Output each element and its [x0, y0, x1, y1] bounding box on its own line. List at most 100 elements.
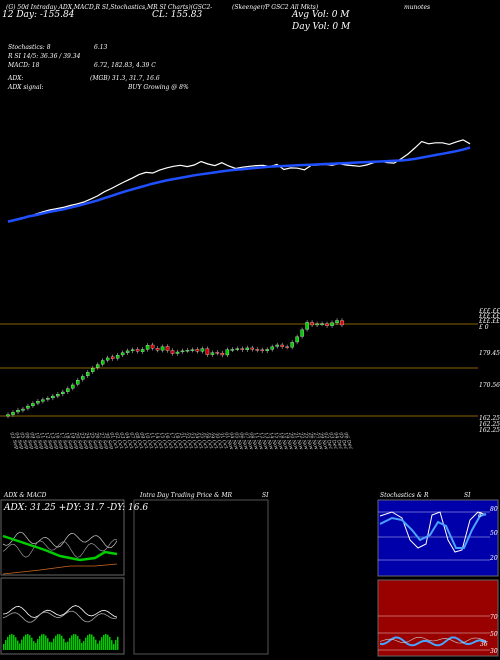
macd-signal-line	[2, 610, 118, 623]
stoch-readout: 8	[478, 512, 482, 519]
macd-histogram-bar	[29, 635, 31, 650]
candle	[76, 379, 80, 385]
candle	[245, 347, 250, 350]
right-top-label-2: £££.££	[479, 313, 500, 320]
candle	[240, 348, 245, 350]
candle	[115, 355, 120, 359]
adx-signal-line	[2, 563, 118, 575]
date-label: 04 Nov	[227, 432, 239, 451]
candle	[140, 349, 145, 352]
date-label: 16 Sep	[53, 432, 65, 451]
date-label: 18 Oct	[173, 432, 185, 451]
mrsi-panel-suffix: SI	[262, 492, 269, 499]
right-top-label-3: £££.££	[479, 318, 500, 325]
candle	[190, 349, 195, 351]
candle	[200, 348, 205, 352]
date-label: 10 Oct	[143, 432, 155, 451]
candle	[260, 349, 264, 352]
stoch-panel-title: Stochastics & R	[380, 492, 429, 499]
macd-histogram-bar	[103, 634, 105, 650]
candle	[36, 401, 40, 404]
price-level-1: £ 0	[479, 324, 489, 331]
rsi-signal-line	[379, 637, 487, 644]
date-label: 13 Nov	[262, 432, 274, 451]
adx-value: (MGB) 31.3, 31.7, 16.6	[90, 75, 160, 82]
candle	[160, 346, 165, 351]
date-label: 09 Oct	[138, 432, 150, 451]
macd-histogram-bar	[101, 637, 103, 650]
candle	[215, 352, 220, 354]
macd-histogram-bar	[113, 643, 115, 650]
candle	[170, 350, 175, 354]
candle	[330, 322, 334, 326]
header-chart-line: (G) 50d Intraday ADX,MACD,R SI,Stochasti…	[6, 4, 213, 11]
header-day-vol: Day Vol: 0 M	[292, 22, 351, 32]
date-label: 15 Oct	[158, 432, 170, 451]
macd-histogram-bar	[51, 642, 53, 650]
macd-histogram-bar	[13, 634, 15, 650]
macd-histogram-bar	[45, 635, 47, 650]
stoch-value: 6.13	[94, 44, 108, 51]
price-level-5: 162.25	[479, 421, 500, 428]
macd-histogram-bar	[65, 642, 67, 650]
date-label: 03 Oct	[118, 432, 130, 451]
date-label: 07 Oct	[128, 432, 140, 451]
candle	[235, 348, 240, 350]
macd-histogram-bar	[37, 639, 39, 650]
date-label: 05 Nov	[232, 432, 244, 451]
candle	[315, 323, 319, 326]
macd-histogram-bar	[9, 634, 11, 650]
date-label: 19 Nov	[282, 432, 294, 451]
candle	[295, 336, 299, 343]
price-level-6: 162.25	[479, 427, 500, 434]
date-label: 16 Oct	[163, 432, 175, 451]
macd-histogram-bar	[61, 635, 63, 650]
candle	[66, 388, 70, 392]
candle	[185, 349, 190, 352]
macd-histogram-bar	[35, 642, 37, 650]
price-level-3: 170.56	[479, 382, 500, 389]
candle	[305, 322, 309, 330]
candle	[6, 414, 10, 417]
macd-histogram-bar	[47, 638, 49, 650]
rsi-tick-50: 50	[490, 631, 498, 638]
adx-panel	[0, 499, 125, 576]
candle	[210, 352, 215, 355]
stoch-d-line	[379, 513, 487, 549]
candle	[150, 344, 155, 349]
macd-histogram-bar	[81, 642, 83, 650]
header-prev-label: (Skeenger/P GSC2 All Mkts)	[232, 4, 319, 11]
date-label: 08 Nov	[247, 432, 259, 451]
date-label: 01 Oct	[108, 432, 120, 451]
candle	[205, 348, 210, 355]
adx-signal-value: BUY Growing @ 8%	[128, 84, 189, 91]
macd-histogram-bar	[71, 635, 73, 650]
candle	[105, 357, 110, 361]
date-label: 12 Nov	[257, 432, 269, 451]
candle	[220, 352, 225, 356]
date-label: 05 Sep	[18, 432, 30, 451]
price-level-4: 162.25	[479, 415, 500, 422]
macd-histogram-bar	[87, 635, 89, 650]
price-line	[7, 139, 471, 223]
candle	[71, 384, 75, 389]
macd-histogram-bar	[19, 643, 21, 650]
candle	[31, 403, 35, 406]
candle	[100, 360, 105, 365]
date-label: 18 Sep	[63, 432, 75, 451]
date-label: 14 Oct	[153, 432, 165, 451]
candle	[265, 349, 269, 352]
price-level-2: 179.45	[479, 350, 500, 357]
candle	[145, 345, 150, 350]
macd-histogram-bar	[27, 634, 29, 650]
date-label: 13 Sep	[48, 432, 60, 451]
stoch-tick-80: 80	[490, 506, 498, 513]
date-label: 04 Sep	[13, 432, 25, 451]
candle	[135, 349, 140, 352]
macd-histogram-bar	[109, 636, 111, 650]
macd-histogram-bar	[15, 637, 17, 650]
candle	[130, 349, 135, 352]
candle	[165, 346, 170, 351]
